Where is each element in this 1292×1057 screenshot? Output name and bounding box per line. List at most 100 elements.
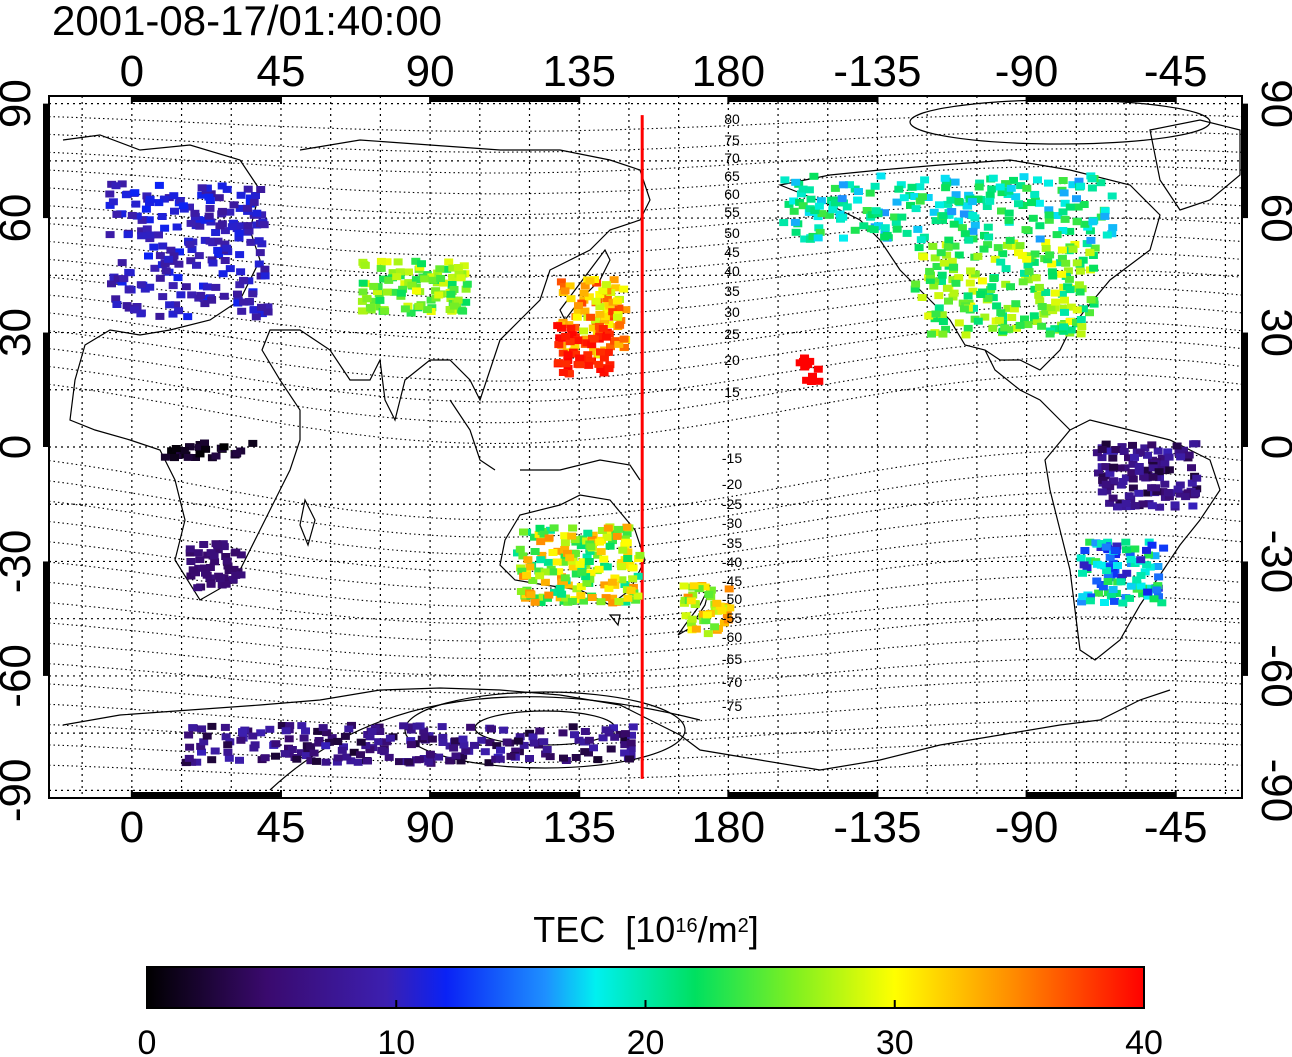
tec-point <box>1143 592 1153 600</box>
colorbar-unit-exponent2: 2 <box>737 915 749 937</box>
tec-point <box>1034 291 1044 299</box>
tec-point <box>938 212 948 220</box>
contour-labels: 80 75 70 65 60 55 50 45 40 35 30 25 20 15 -15 -20 -25 -30… <box>722 111 742 714</box>
tec-point <box>400 305 410 313</box>
tec-point <box>141 205 151 213</box>
tec-point <box>284 735 294 743</box>
tec-point <box>206 549 216 557</box>
lat-tick-label: 60 <box>1252 194 1292 243</box>
tec-point <box>566 295 576 303</box>
tec-point <box>502 738 512 746</box>
tec-point <box>187 246 197 253</box>
tec-point <box>117 180 127 188</box>
tec-point <box>1101 463 1111 471</box>
tec-point <box>374 738 384 746</box>
tec-point <box>871 207 881 215</box>
tec-point <box>1119 448 1129 455</box>
tec-point <box>105 231 115 239</box>
lon-tick-label: 45 <box>256 47 305 96</box>
tec-point <box>631 596 641 604</box>
tec-point <box>195 222 205 230</box>
tec-point <box>1077 598 1087 606</box>
tec-point <box>554 359 564 367</box>
tec-point <box>196 291 206 299</box>
tec-point <box>1004 216 1014 224</box>
tec-point <box>396 289 406 297</box>
tec-point <box>207 756 217 764</box>
tec-point <box>197 725 207 733</box>
tec-point <box>1045 330 1055 338</box>
tec-point <box>973 317 983 325</box>
tec-point <box>1097 488 1107 496</box>
tec-point <box>248 290 258 298</box>
lon-axis-bar <box>728 792 878 798</box>
tec-point <box>576 542 586 550</box>
tec-point <box>186 558 196 565</box>
tec-point <box>575 361 585 369</box>
tec-point <box>1037 303 1047 310</box>
tec-point <box>1179 446 1188 454</box>
tec-point <box>155 252 165 260</box>
tec-point <box>301 752 311 760</box>
tec-point <box>943 243 953 251</box>
tec-point <box>280 750 290 758</box>
tec-point <box>980 313 990 321</box>
tec-point <box>492 742 502 750</box>
tec-point <box>339 743 348 751</box>
tec-point <box>722 611 732 619</box>
tec-point <box>511 747 521 755</box>
tec-point <box>1018 278 1028 286</box>
tec-point <box>620 730 630 738</box>
tec-point <box>438 279 448 287</box>
tec-point <box>911 205 921 213</box>
tec-point <box>171 301 181 309</box>
tec-point <box>231 571 241 579</box>
tec-point <box>588 324 598 332</box>
tec-point <box>949 220 959 228</box>
lat-axis-left: 90 60 30 0 -30 -60 -90 <box>0 79 49 822</box>
tec-point <box>814 202 824 210</box>
tec-point <box>168 310 178 318</box>
lat-axis-bar <box>1242 332 1248 447</box>
tec-point <box>385 734 395 742</box>
tec-point <box>942 284 952 292</box>
tec-point <box>420 733 430 741</box>
tec-point <box>897 213 907 221</box>
tec-point <box>899 194 909 202</box>
tec-point <box>105 201 115 209</box>
tec-point <box>517 567 527 575</box>
tec-point <box>940 174 950 182</box>
tec-point <box>447 280 457 288</box>
tec-point <box>625 755 634 763</box>
tec-point <box>327 734 337 742</box>
tec-point <box>1103 578 1113 585</box>
tec-point <box>205 564 215 571</box>
tec-point <box>975 179 985 187</box>
tec-point <box>438 739 448 746</box>
tec-point <box>1044 211 1054 219</box>
tec-point <box>365 733 375 741</box>
tec-point <box>876 172 886 180</box>
tec-point <box>1116 578 1126 586</box>
contour-label: -65 <box>722 651 742 667</box>
tec-point <box>633 592 643 600</box>
tec-point <box>584 558 594 565</box>
tec-point <box>1150 552 1160 560</box>
tec-point <box>1153 447 1163 455</box>
tec-point <box>105 190 115 198</box>
tec-point <box>560 574 570 582</box>
tec-point <box>890 213 900 221</box>
tec-point <box>1029 312 1039 320</box>
tec-point <box>1078 256 1088 264</box>
tec-point <box>193 584 203 592</box>
tec-point <box>1094 469 1103 477</box>
tec-point <box>127 212 137 219</box>
tec-point <box>798 185 808 193</box>
tec-point <box>192 261 201 269</box>
tec-point <box>470 741 479 749</box>
tec-point <box>458 307 468 315</box>
tec-point <box>159 195 169 203</box>
tec-point <box>155 274 165 282</box>
tec-point <box>560 532 570 540</box>
contour-line <box>49 269 1242 320</box>
